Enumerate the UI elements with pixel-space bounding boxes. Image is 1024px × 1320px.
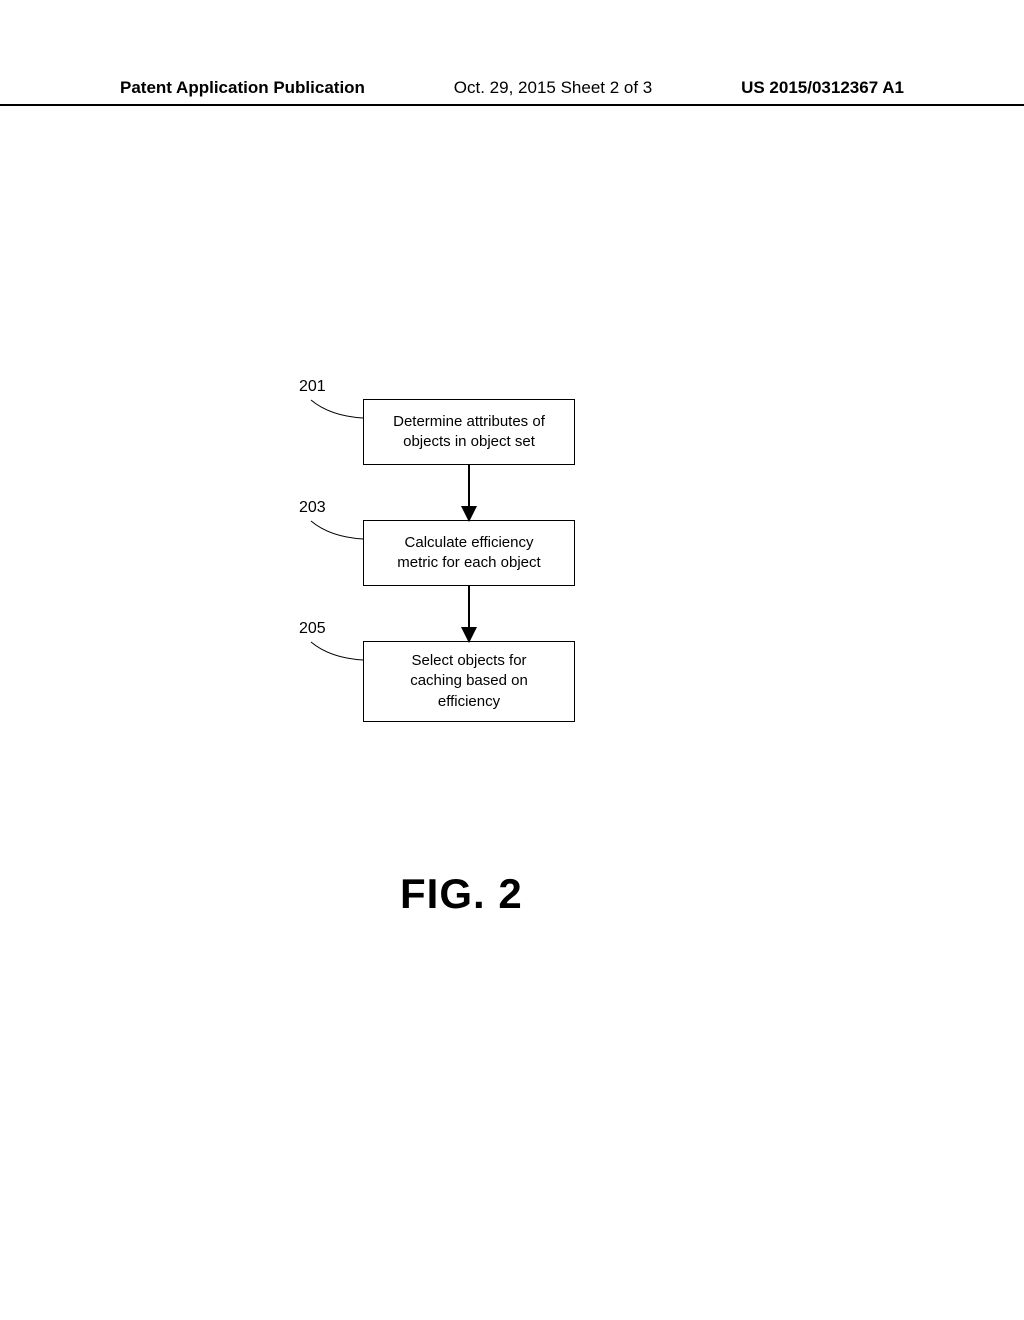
figure-caption: FIG. 2 — [400, 870, 523, 918]
header-date-sheet: Oct. 29, 2015 Sheet 2 of 3 — [454, 78, 652, 98]
leader-203 — [311, 521, 363, 539]
flow-node-201: Determine attributes ofobjects in object… — [363, 399, 575, 465]
leader-201 — [311, 400, 363, 418]
flow-node-205: Select objects forcaching based oneffici… — [363, 641, 575, 722]
header-docnumber: US 2015/0312367 A1 — [741, 78, 904, 98]
ref-label-201: 201 — [299, 378, 326, 396]
page-header: Patent Application Publication Oct. 29, … — [0, 78, 1024, 106]
ref-label-203: 203 — [299, 499, 326, 517]
header-row: Patent Application Publication Oct. 29, … — [0, 78, 1024, 98]
header-publication: Patent Application Publication — [120, 78, 365, 98]
flow-node-203: Calculate efficiencymetric for each obje… — [363, 520, 575, 586]
page: Patent Application Publication Oct. 29, … — [0, 0, 1024, 1320]
ref-label-205: 205 — [299, 620, 326, 638]
leader-205 — [311, 642, 363, 660]
